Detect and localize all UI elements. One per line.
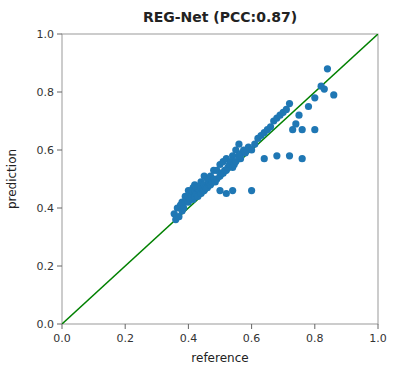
scatter-point [299, 126, 306, 133]
reference-line [62, 34, 378, 324]
x-tick-label: 0.6 [243, 332, 261, 345]
x-tick-label: 0.4 [180, 332, 198, 345]
plot-frame [62, 34, 378, 324]
y-tick-label: 0.4 [37, 202, 55, 215]
y-tick [57, 324, 62, 325]
x-tick [251, 324, 252, 329]
scatter-point [248, 187, 255, 194]
x-tick [188, 324, 189, 329]
scatter-point [330, 91, 337, 98]
scatter-point [261, 155, 268, 162]
data [62, 34, 378, 324]
scatter-point [229, 187, 236, 194]
scatter-point [305, 103, 312, 110]
y-tick-label: 0.6 [37, 144, 55, 157]
y-tick-label: 0.2 [37, 260, 55, 273]
y-tick [57, 150, 62, 151]
y-tick-label: 0.8 [37, 86, 55, 99]
scatter-point [311, 126, 318, 133]
scatter-point [235, 152, 242, 159]
y-tick-label: 0.0 [37, 318, 55, 331]
axes: 0.0 0.2 0.4 0.6 0.8 1.0 0.0 0.2 0.4 0.6 0.8 1.0 [37, 28, 387, 345]
scatter-point [216, 187, 223, 194]
chart: 0.0 0.2 0.4 0.6 0.8 1.0 0.0 0.2 0.4 0.6 0.8 1.0 REG-… [0, 0, 394, 374]
scatter-point [223, 190, 230, 197]
y-tick [57, 266, 62, 267]
scatter-point [235, 141, 242, 148]
x-axis-label: reference [191, 351, 248, 365]
scatter-point [235, 152, 242, 159]
scatter-point [292, 120, 299, 127]
x-tick-label: 1.0 [369, 332, 387, 345]
scatter-point [286, 152, 293, 159]
scatter-point [295, 112, 302, 119]
scatter-point [311, 94, 318, 101]
y-tick [57, 92, 62, 93]
scatter-point [321, 86, 328, 93]
x-tick [378, 324, 379, 329]
scatter-point [299, 155, 306, 162]
y-tick-label: 1.0 [37, 28, 55, 41]
x-tick [125, 324, 126, 329]
scatter-point [273, 152, 280, 159]
y-axis-label: prediction [5, 149, 19, 209]
scatter-point [324, 65, 331, 72]
x-tick [314, 324, 315, 329]
title: REG-Net (PCC:0.87) [143, 9, 297, 25]
x-tick-label: 0.0 [53, 332, 71, 345]
x-tick-label: 0.8 [306, 332, 324, 345]
x-tick-label: 0.2 [116, 332, 134, 345]
y-tick [57, 34, 62, 35]
scatter-point [286, 100, 293, 107]
y-tick [57, 208, 62, 209]
x-tick [62, 324, 63, 329]
